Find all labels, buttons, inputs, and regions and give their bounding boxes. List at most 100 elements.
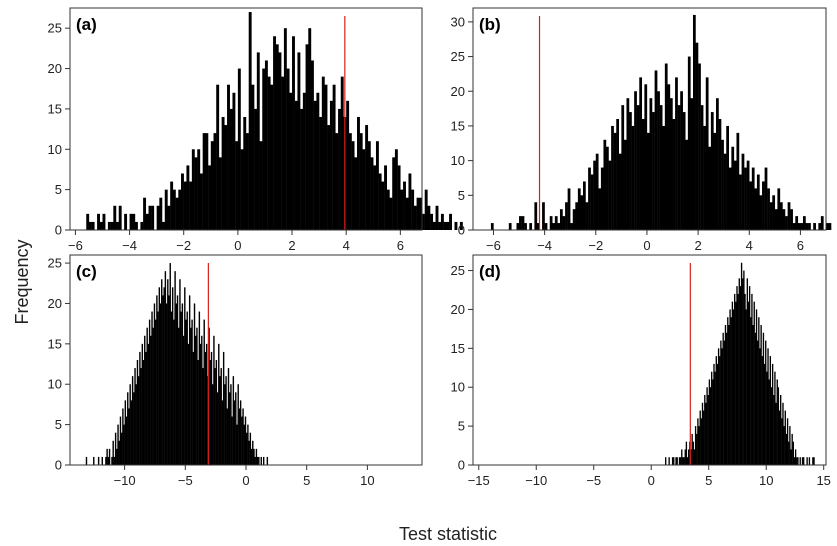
histogram-bar [205,343,208,465]
histogram-bar [151,311,153,465]
histogram-bar [159,197,163,230]
histogram-bar [732,309,735,465]
histogram-bar [726,125,729,230]
y-tick-label: 25 [48,256,62,271]
histogram-bar [187,343,190,465]
histogram-bar [777,387,780,465]
histogram-bar [139,351,141,465]
histogram-bar [641,119,645,230]
histogram-bar [226,408,228,465]
x-tick-label: −6 [68,238,83,253]
histogram-bar [741,153,745,230]
histogram-bar [218,157,222,230]
histogram-bar [767,188,770,231]
y-tick-label: 15 [48,336,62,351]
histogram-bar [806,457,808,465]
histogram-bar [156,205,160,230]
histogram-bar [743,270,745,465]
histogram-bar [744,167,747,230]
histogram-bar [373,165,377,230]
histogram-bar [208,327,210,465]
histogram-bar [117,424,119,465]
histogram-bar [780,395,782,465]
x-tick-label: 5 [303,473,310,488]
histogram-bar [678,457,681,465]
histogram-bar [250,448,253,465]
histogram-bar [754,188,758,231]
x-axis-title: Test statistic [399,524,497,544]
histogram-bar [224,125,228,230]
histogram-bar [691,433,693,465]
histogram-bar [796,457,798,465]
histogram-bar [634,91,637,230]
x-tick-label: 0 [234,238,241,253]
histogram-bar [680,91,683,230]
histogram-bar [557,223,561,230]
histogram-bar [459,221,463,230]
histogram-bar [231,416,233,465]
histogram-bar [133,392,135,465]
histogram-bar [575,202,579,230]
histogram-bar [181,173,184,230]
histogram-bar [675,77,678,231]
histogram-bar [151,205,155,230]
histogram-bar [227,368,230,465]
histogram-bar [213,133,217,230]
y-tick-label: 20 [48,61,62,76]
y-tick-label: 10 [451,153,465,168]
histogram-bar [777,188,781,231]
histogram-bar [270,84,274,230]
histogram-bar [760,325,762,465]
histogram-bar [113,205,117,230]
histogram-bar [105,456,107,465]
histogram-bar [230,384,232,465]
histogram-bar [785,433,788,465]
histogram-bar [214,368,216,465]
histogram-bar [386,189,390,230]
histogram-bar [684,449,686,465]
histogram-bar [198,311,201,465]
histogram-bar [145,213,149,230]
histogram-bar [197,360,199,465]
histogram-bar [790,209,793,230]
histogram-bar [519,216,522,231]
histogram-bar [755,309,758,465]
histogram-bar [119,416,122,465]
histogram-bar [654,70,658,230]
histogram-bar [256,52,260,231]
histogram-bar [762,181,765,230]
y-tick-label: 0 [458,458,465,473]
histogram-bar [219,376,221,465]
histogram-bar [150,335,152,465]
y-tick-label: 20 [48,296,62,311]
histogram-bar [710,112,714,230]
histogram-bar [706,387,708,465]
histogram-bar [749,181,753,230]
histogram-bar [757,340,759,465]
histogram-bar [542,202,545,230]
histogram-bar [724,325,727,465]
histogram-bar [534,202,538,230]
histogram-bar [202,133,206,230]
histogram-bar [116,221,119,230]
histogram-bar [521,216,525,231]
histogram-bar [422,213,425,230]
histogram-bar [164,271,167,465]
x-tick-label: −10 [114,473,136,488]
histogram-bar [107,456,110,465]
histogram-bar [153,303,156,465]
histogram-bar [720,340,722,465]
histogram-bar [636,105,640,231]
histogram-bar [253,448,255,465]
histogram-bar [593,160,596,231]
histogram-bar [267,76,271,231]
histogram-bar [216,392,219,465]
histogram-bar [738,278,740,465]
histogram-bar [132,213,136,230]
histogram-bar [801,457,804,465]
histogram-bar [598,188,602,231]
panel-label: (c) [76,262,97,281]
y-tick-label: 5 [55,417,62,432]
histogram-bar [162,295,164,465]
histogram-bar [688,449,690,465]
